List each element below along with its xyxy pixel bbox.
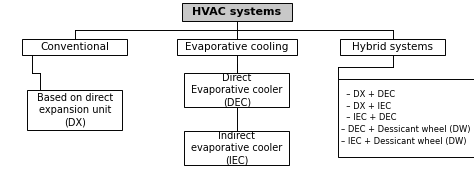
FancyBboxPatch shape	[338, 79, 474, 157]
Text: Evaporative cooling: Evaporative cooling	[185, 42, 289, 52]
FancyBboxPatch shape	[182, 3, 292, 21]
FancyBboxPatch shape	[184, 73, 290, 107]
Text: Direct
Evaporative cooler
(DEC): Direct Evaporative cooler (DEC)	[191, 73, 283, 107]
FancyBboxPatch shape	[340, 39, 446, 55]
Text: Based on direct
expansion unit
(DX): Based on direct expansion unit (DX)	[37, 93, 113, 127]
Text: Indirect
evaporative cooler
(IEC): Indirect evaporative cooler (IEC)	[191, 131, 283, 165]
Text: Hybrid systems: Hybrid systems	[353, 42, 434, 52]
Text: HVAC systems: HVAC systems	[192, 7, 282, 17]
FancyBboxPatch shape	[22, 39, 128, 55]
Text: – DX + DEC
  – DX + IEC
  – IEC + DEC
– DEC + Dessicant wheel (DW)
– IEC + Dessi: – DX + DEC – DX + IEC – IEC + DEC – DEC …	[341, 90, 471, 146]
FancyBboxPatch shape	[177, 39, 297, 55]
FancyBboxPatch shape	[27, 90, 122, 130]
FancyBboxPatch shape	[184, 131, 290, 165]
Text: Conventional: Conventional	[40, 42, 109, 52]
